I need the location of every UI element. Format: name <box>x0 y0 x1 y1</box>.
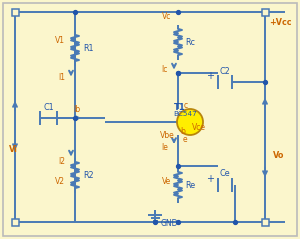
Bar <box>262 9 268 16</box>
Text: Vce: Vce <box>192 123 206 131</box>
Text: V2: V2 <box>55 176 65 185</box>
Text: GND: GND <box>161 218 178 228</box>
Text: Ce: Ce <box>220 169 230 179</box>
Text: +: + <box>206 71 214 81</box>
Bar <box>11 218 19 226</box>
Text: I2: I2 <box>58 157 65 166</box>
Text: Ve: Ve <box>162 176 171 185</box>
Text: Vbe: Vbe <box>160 131 174 141</box>
Text: T1: T1 <box>174 103 186 113</box>
Bar <box>262 218 268 226</box>
Text: Vi: Vi <box>9 146 17 154</box>
Text: C1: C1 <box>43 103 54 112</box>
Text: Ie: Ie <box>161 142 168 152</box>
Text: +: + <box>206 174 214 184</box>
Text: BC547: BC547 <box>173 111 197 117</box>
Text: +Vcc: +Vcc <box>269 17 292 27</box>
Text: Ic: Ic <box>162 65 168 74</box>
Text: Vo: Vo <box>273 151 284 159</box>
Text: Rc: Rc <box>185 38 195 47</box>
Text: V1: V1 <box>55 36 65 44</box>
Text: C2: C2 <box>220 66 230 76</box>
Bar <box>11 9 19 16</box>
Text: Vc: Vc <box>162 12 171 21</box>
Text: b: b <box>180 126 185 136</box>
Text: R1: R1 <box>83 43 94 53</box>
Circle shape <box>177 109 203 135</box>
Text: c: c <box>184 102 188 110</box>
Text: Re: Re <box>185 180 195 190</box>
Text: R2: R2 <box>83 170 94 179</box>
Text: Ib: Ib <box>74 104 81 114</box>
Text: e: e <box>183 135 188 143</box>
Text: I1: I1 <box>58 73 65 82</box>
